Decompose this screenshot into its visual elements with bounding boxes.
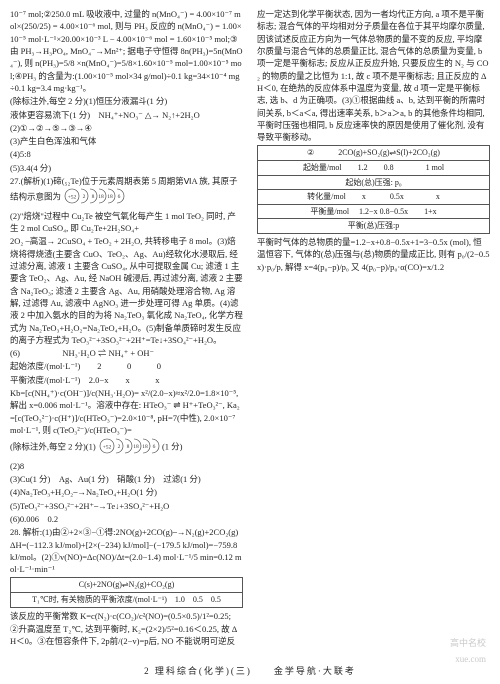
c2-p05: (5)TeO₃²⁻+3SO₃²⁻+2H⁺⎯→Te↓+3SO₄²⁻+H₂O (10, 500, 243, 512)
c1-p10: 2O₂ ⎯高温→ 2CuSO₄ + TeO₂ + 2H₂O, 共转移电子 8 m… (10, 235, 243, 346)
t2-r1: T₁℃时, 有关物质的平衡浓度/(mol·L⁻¹) 1.0 0.5 0.5 (11, 593, 243, 608)
t3-r4: 平衡量/mol 1.2−x 0.8−0.5x 1+x (258, 204, 490, 219)
c1-p01: 10⁻⁷ mol;②250.0 mL 吸收液中, 过量的 n(MnO₄⁻) = … (10, 8, 243, 94)
page-footer: 2 理科综合(化学)(三) 金学导航·大联考 (0, 665, 500, 678)
t3-r2: 起始(总)压强: p₀ (258, 175, 490, 190)
atom-diagram-inline: +52 2 8 18 18 6 (63, 187, 125, 208)
c2-p01-text: (除标注外,每空 2 分)(1) (10, 442, 96, 452)
equilibrium-table-2: ② 2CO(g)+SO₂(g)⇌S(l)+2CO₂(g) 起始量/mol 1.2… (257, 145, 490, 234)
c1-p08: 27.(解析)(1)碲(₅₂Te)位于元素周期表第 5 周期第ⅥA 族, 其原子… (10, 175, 243, 209)
t3-r3: 转化量/mol x 0.5x x (258, 190, 490, 205)
svg-text:2: 2 (83, 194, 86, 200)
c2-p07: 28. 解析:(1)由②+2×③−①得:2NO(g)+2CO(g)⎯→N₂(g)… (10, 526, 243, 575)
c1-p09: (2)"焙烧"过程中 Cu₂Te 被空气氧化每产生 1 mol TeO₂ 同时,… (10, 210, 243, 235)
atom-center: +52 (68, 195, 77, 201)
page-content: 10⁻⁷ mol;②250.0 mL 吸收液中, 过量的 n(MnO₄⁻) = … (10, 8, 490, 656)
svg-text:8: 8 (92, 194, 95, 200)
c1-p06: (4)5:8 (10, 148, 243, 160)
c1-p05: (3)产生白色浑浊和气体 (10, 135, 243, 147)
c2-p01: (除标注外,每空 2 分)(1) +52 2 8 18 18 6 (1 分) (10, 437, 243, 458)
t3-r1: 起始量/mol 1.2 0.8 1 mol (258, 161, 490, 176)
c2-p06: (6)0.006 0.2 (10, 513, 243, 525)
svg-text:6: 6 (152, 444, 155, 450)
svg-text:8: 8 (126, 444, 129, 450)
c1-p12: Kb=[c(NH₄⁺)·c(OH⁻)]/c(NH₃·H₂O)= x²/(2.0−… (10, 387, 243, 436)
t2-h: C(s)+2NO(g)⇌N₂(g)+CO₂(g) (11, 578, 243, 593)
c2-p04: (4)Na₂TeO₃+H₂O₂⎯→Na₂TeO₄+H₂O(1 分) (10, 486, 243, 498)
c2-p08: 该反应的平衡常数 K=c(N₂)·c(CO₂)/c²(NO)=(0.5×0.5)… (10, 610, 243, 622)
c1-p04: (2)①→②→⑤→③→④ (10, 122, 243, 134)
svg-text:6: 6 (118, 194, 121, 200)
c1-tbl1-r1: 起始浓度/(mol·L⁻¹) 2 0 0 (10, 360, 243, 372)
c1-p11: (6) NH₃·H₂O ⇌ NH₄⁺ + OH⁻ (10, 347, 243, 359)
t3-r5: 平衡(总)压强:p (258, 219, 490, 234)
svg-text:2: 2 (117, 444, 120, 450)
svg-text:18: 18 (98, 194, 104, 200)
equilibrium-table-1: C(s)+2NO(g)⇌N₂(g)+CO₂(g) T₁℃时, 有关物质的平衡浓度… (10, 577, 243, 607)
c1-p02: (除标注外,每空 2 分)(1)恒压分液漏斗(1 分) (10, 95, 243, 107)
c1-p03: 液体更容易流下(1 分) NH₄⁺+NO₃⁻ △→ N₂↑+2H₂O (10, 109, 243, 121)
c1-tbl1-r2: 平衡浓度/(mol·L⁻¹) 2.0−x x x (10, 374, 243, 386)
svg-text:+52: +52 (103, 445, 112, 451)
svg-text:18: 18 (133, 444, 139, 450)
svg-text:18: 18 (142, 444, 148, 450)
c2-p10: 平衡时气体的总物质的量=1.2−x+0.8−0.5x+1=3−0.5x (mol… (257, 236, 490, 273)
c1-p07: (5)3.4(4 分) (10, 162, 243, 174)
t3-r0: ② 2CO(g)+SO₂(g)⇌S(l)+2CO₂(g) (258, 146, 490, 161)
c2-p03: (3)Cu(1 分) Ag、Au(1 分) 硝酸(1 分) 过滤(1 分) (10, 473, 243, 485)
c2-p01b: (1 分) (162, 442, 183, 452)
c2-p02: (2)8 (10, 460, 243, 472)
atom-diagram-2: +52 2 8 18 18 6 (98, 437, 160, 458)
svg-text:18: 18 (107, 194, 113, 200)
